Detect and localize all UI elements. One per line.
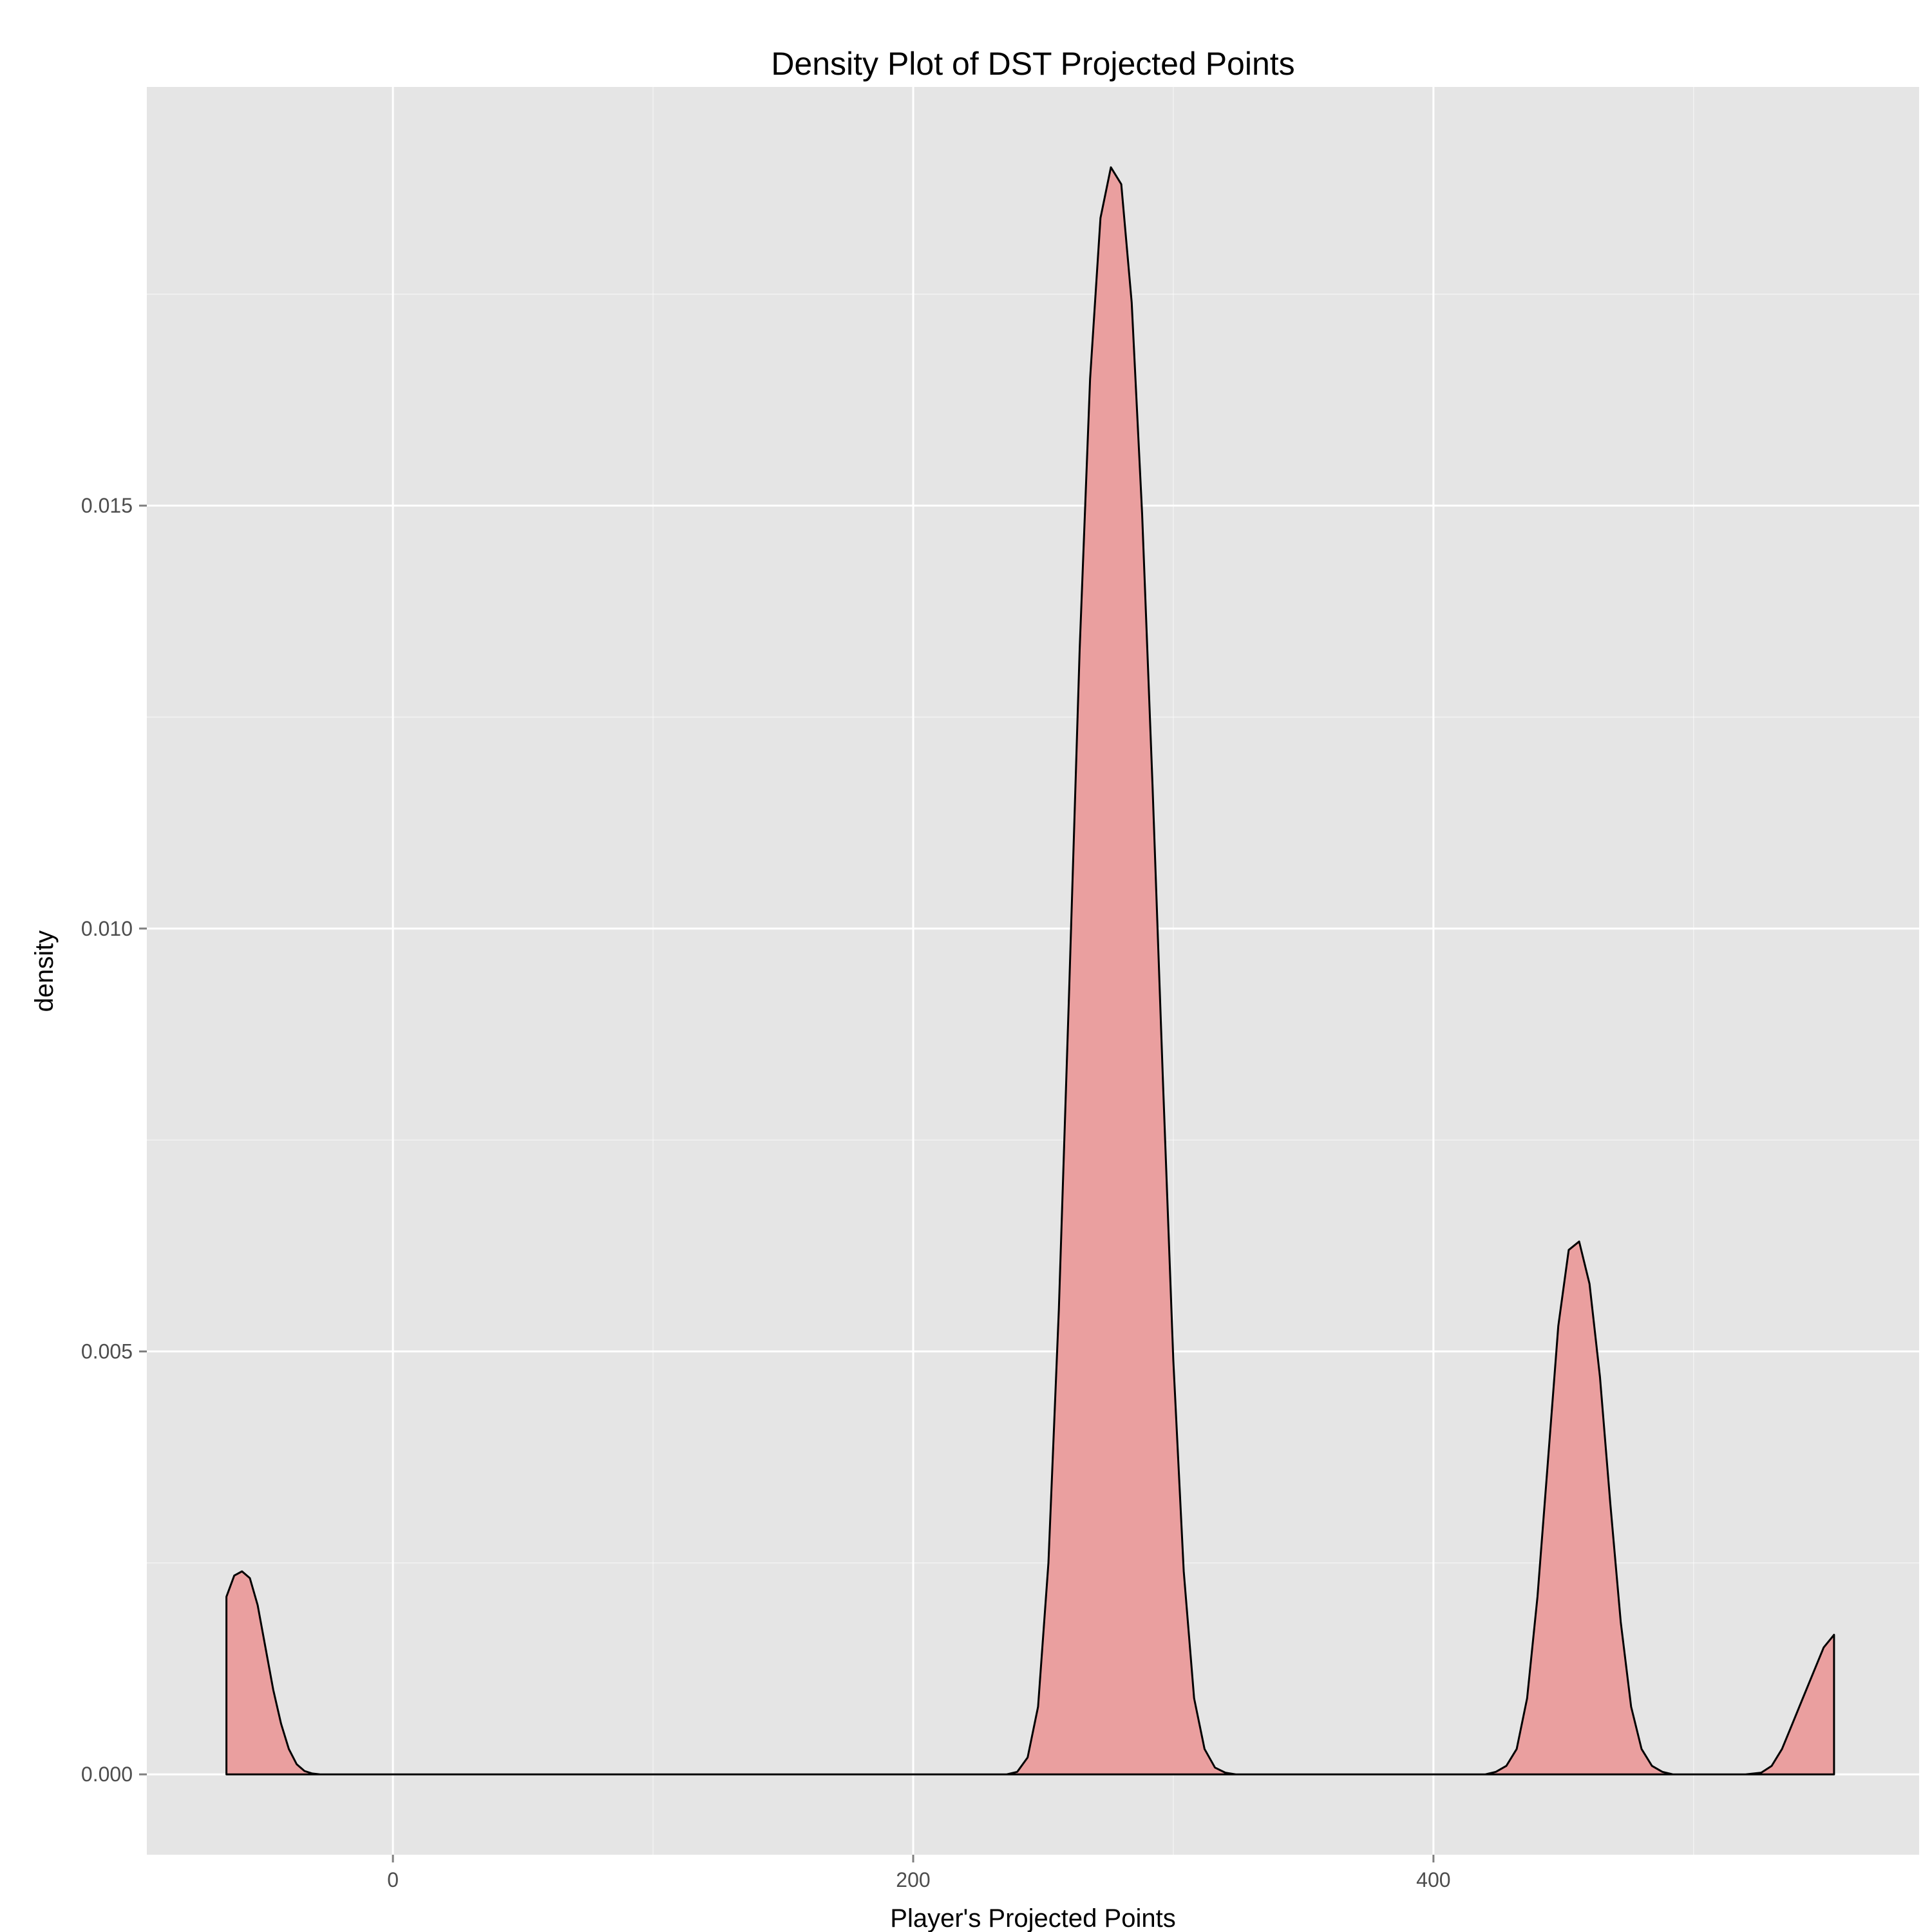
x-tick-label: 400 [1416, 1868, 1450, 1891]
x-tick-label: 0 [387, 1868, 399, 1891]
density-area [225, 166, 1835, 1776]
minor-gridlines [147, 87, 1919, 1855]
chart-title: Density Plot of DST Projected Points [771, 46, 1294, 82]
y-axis-label: density [30, 931, 59, 1012]
axis-tick-labels: 0 200 400 0.000 0.005 0.010 0.015 [81, 494, 1451, 1891]
x-tick-label: 200 [896, 1868, 930, 1891]
x-axis-label: Player's Projected Points [890, 1904, 1175, 1932]
y-tick-label: 0.015 [81, 494, 133, 517]
y-tick-label: 0.010 [81, 917, 133, 940]
y-tick-label: 0.005 [81, 1340, 133, 1363]
plot-panel [147, 87, 1919, 1855]
axis-ticks [139, 504, 1435, 1862]
y-tick-label: 0.000 [81, 1763, 133, 1786]
density-series [225, 166, 1835, 1776]
